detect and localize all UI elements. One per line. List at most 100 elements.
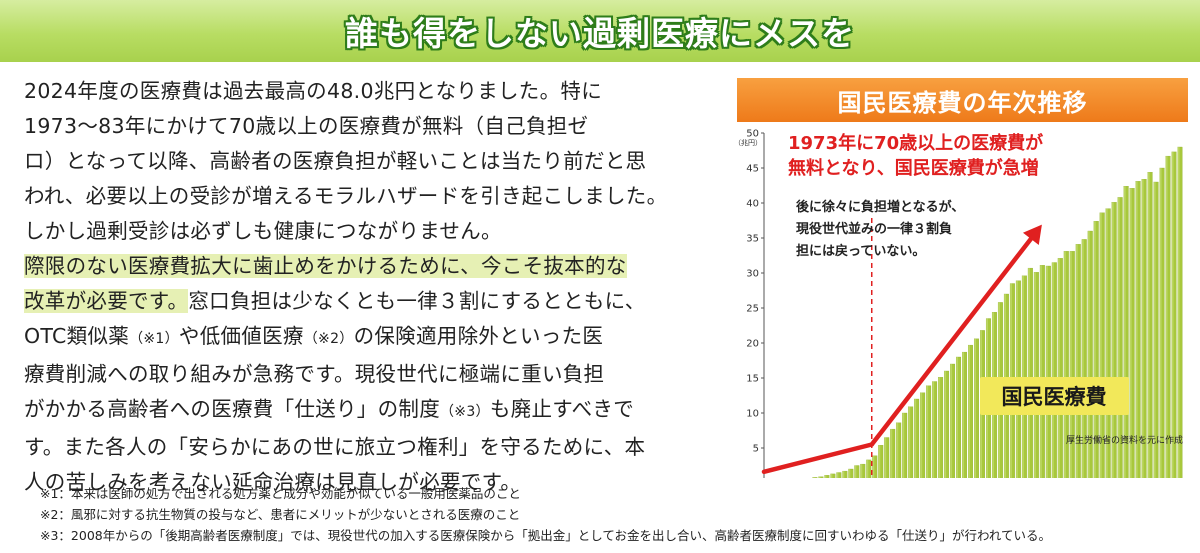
bar-highlight — [1165, 156, 1168, 478]
bar-highlight — [872, 455, 875, 478]
bar-highlight — [1135, 181, 1138, 478]
bar — [902, 412, 908, 478]
annotation-black: 後に徐々に負担増となるが、 — [796, 199, 964, 215]
bar-highlight — [896, 422, 899, 478]
bar — [926, 385, 932, 478]
trend-arrow-after — [869, 228, 1040, 447]
article-body: 2024年度の医療費は過去最高の48.0兆円となりました。特に 1973～83年… — [24, 74, 724, 500]
bar-highlight — [1147, 172, 1150, 478]
bar-highlight — [830, 473, 833, 478]
chart-title-bar: 国民医療費の年次推移 — [737, 78, 1188, 122]
trend-arrowhead — [1022, 224, 1042, 246]
title-banner: 誰も得をしない過剰医療にメスを — [0, 0, 1200, 62]
chart-svg: 05101520253035404550（兆円）1955196019651970… — [737, 129, 1183, 478]
chart-panel: 05101520253035404550（兆円）1955196019651970… — [737, 78, 1188, 478]
bar — [1063, 251, 1069, 478]
bar-highlight — [1028, 268, 1030, 478]
article-line: 際限のない医療費拡大に歯止めをかけるために、今こそ抜本的な — [24, 249, 724, 284]
bar-highlight — [1105, 208, 1108, 478]
article-text: がかかる高齢者への医療費「仕送り」の制度 — [24, 397, 440, 421]
bar-highlight — [1129, 188, 1132, 478]
bar — [830, 473, 836, 478]
bar-highlight — [854, 465, 857, 478]
article-line: す。また各人の「安らかにあの世に旅立つ権利」を守るために、本 — [24, 435, 646, 459]
bar-highlight — [944, 371, 947, 478]
bar — [878, 445, 884, 478]
bar-highlight — [824, 475, 827, 478]
article-text: OTC類似薬 — [24, 324, 130, 348]
bar-highlight — [1075, 244, 1078, 478]
bar-highlight — [818, 476, 821, 478]
bar-highlight — [920, 392, 923, 478]
highlighted-text: 改革が必要です。 — [24, 289, 189, 313]
bar-highlight — [884, 437, 887, 478]
highlighted-text: 際限のない医療費拡大に歯止めをかけるために、今こそ抜本的な — [24, 254, 627, 278]
article-text: 窓口負担は少なくとも一律３割にするとともに、 — [188, 289, 646, 313]
y-tick-label: 50 — [746, 129, 759, 140]
bar-highlight — [1051, 262, 1054, 478]
bar-highlight — [836, 472, 839, 478]
bar-highlight — [1045, 266, 1048, 478]
bar-highlight — [1177, 147, 1180, 478]
bar — [1039, 265, 1045, 478]
article-line: 2024年度の医療費は過去最高の48.0兆円となりました。特に — [24, 79, 602, 103]
article-text: も廃止すべきで — [489, 397, 635, 421]
bar — [1117, 197, 1123, 478]
bar-highlight — [1141, 179, 1144, 478]
article-line: 人の苦しみを考えない延命治療は見直しが必要です。 — [24, 470, 522, 494]
bar-highlight — [1123, 186, 1126, 478]
bar-highlight — [914, 399, 917, 478]
bar-highlight — [1153, 182, 1156, 478]
bar — [812, 477, 818, 478]
bar-highlight — [1087, 231, 1090, 478]
bar — [1105, 208, 1111, 478]
bar-highlight — [956, 357, 959, 478]
bar-highlight — [878, 445, 881, 478]
bar-highlight — [932, 381, 935, 478]
y-tick-label: 40 — [746, 199, 759, 210]
y-tick-label: 30 — [746, 269, 759, 280]
bar-highlight — [842, 471, 845, 478]
bar — [1099, 212, 1105, 478]
bar-highlight — [1159, 168, 1162, 478]
y-tick-label: 5 — [753, 444, 759, 455]
bar-highlight — [890, 429, 893, 478]
y-tick-label: 20 — [746, 339, 759, 350]
bar-highlight — [974, 338, 977, 478]
article-line: 療費削減への取り組みが急務です。現役世代に極端に重い負担 — [24, 362, 605, 386]
y-tick-label: 10 — [746, 409, 759, 420]
bar-highlight — [1057, 258, 1060, 478]
bar — [1111, 202, 1117, 478]
y-tick-label: 35 — [746, 234, 759, 245]
bar-highlight — [1022, 275, 1024, 478]
bar — [818, 476, 824, 478]
y-tick-label: 15 — [746, 374, 759, 385]
article-text: や低価値医療 — [178, 324, 304, 348]
bar-highlight — [1034, 272, 1036, 478]
bar — [890, 428, 896, 478]
bar — [824, 475, 830, 478]
bar-highlight — [926, 385, 929, 478]
article-line: ロ）となって以降、高齢者の医療負担が軽いことは当たり前だと思 — [24, 149, 647, 173]
bar-highlight — [950, 364, 953, 478]
article-line: 1973～83年にかけて70歳以上の医療費が無料（自己負担ゼ — [24, 114, 589, 138]
annotation-red: 無料となり、国民医療費が急増 — [788, 157, 1039, 179]
bar — [920, 392, 926, 478]
article-line: われ、必要以上の受診が増えるモラルハザードを引き起こしました。 — [24, 184, 668, 208]
bar-highlight — [962, 352, 965, 478]
series-label: 国民医療費 — [1002, 385, 1107, 409]
bar-highlight — [848, 469, 851, 478]
footnotes: ※1：本来は医師の処方で出される処方薬と成分や効能が似ている一般用医薬品のこと … — [40, 483, 1190, 546]
bar — [1081, 239, 1087, 478]
footnote: ※3：2008年からの「後期高齢者医療制度」では、現役世代の加入する医療保険から… — [40, 528, 1051, 543]
bar-highlight — [908, 406, 911, 478]
series-label-box — [980, 377, 1129, 415]
bar-highlight — [1171, 151, 1174, 478]
bar — [1027, 267, 1033, 478]
y-axis-unit: （兆円） — [737, 138, 762, 147]
bar-highlight — [1111, 202, 1114, 478]
bar-highlight — [1117, 197, 1120, 478]
bar — [1051, 262, 1057, 478]
article-text: の保険適用除外といった医 — [353, 324, 604, 348]
bar-highlight — [1063, 251, 1066, 478]
